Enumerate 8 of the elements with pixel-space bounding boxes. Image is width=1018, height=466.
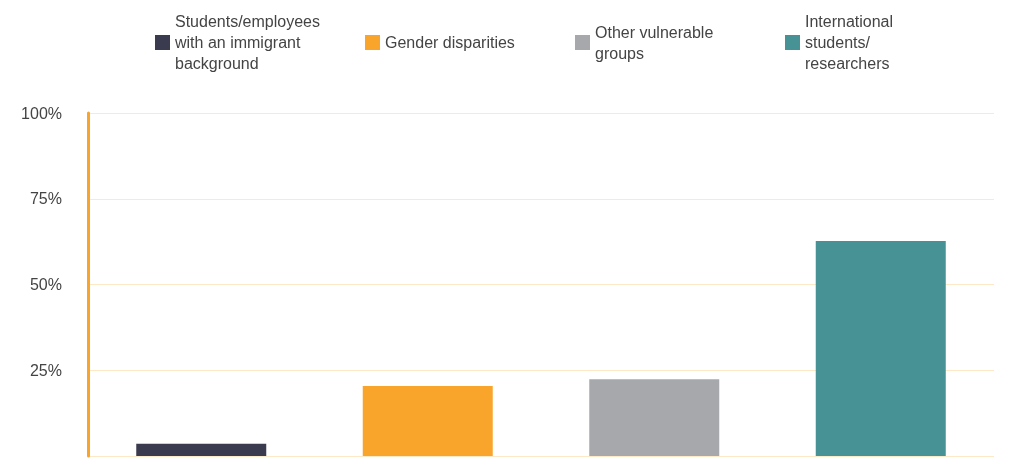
- y-tick-label: 50%: [29, 276, 62, 293]
- y-tick-label: 100%: [21, 104, 62, 122]
- y-tick-label: 25%: [29, 361, 62, 379]
- y-tick-label: 75%: [29, 190, 62, 208]
- legend-label: Gender disparities: [385, 34, 515, 51]
- legend-label: Other vulnerable groups: [595, 23, 718, 62]
- legend-label: International students/ researchers: [805, 13, 898, 72]
- legend-label: Students/employees with an immigrant background: [174, 13, 325, 72]
